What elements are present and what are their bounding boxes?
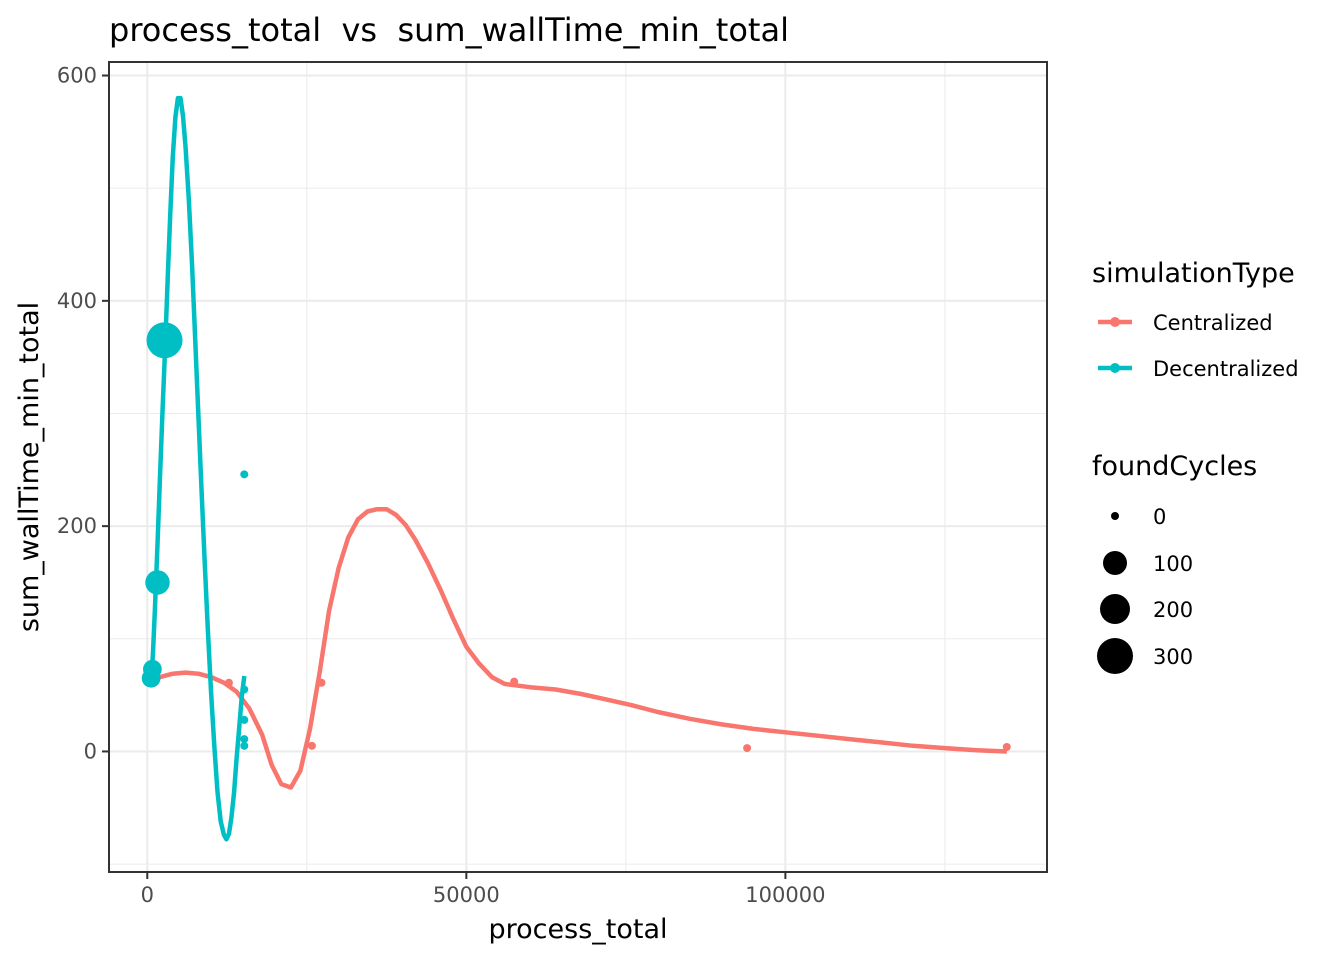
size-label-0: 0 xyxy=(1153,505,1166,529)
smooth-line-centralized xyxy=(146,506,1007,790)
legend-key-dot xyxy=(1110,317,1120,327)
y-tick-label: 0 xyxy=(84,739,97,763)
size-legend-entry-300: 300 xyxy=(1097,638,1193,674)
data-point-centralized xyxy=(307,741,316,750)
plot-background xyxy=(109,62,1047,872)
y-tick-label: 600 xyxy=(57,64,97,88)
y-tick-label: 200 xyxy=(57,514,97,538)
legend-label-centralized: Centralized xyxy=(1153,311,1273,335)
data-point-centralized xyxy=(743,744,752,753)
smooth-line-decentralized xyxy=(148,95,247,842)
size-legend: foundCycles 0 100 200 300 xyxy=(1092,451,1257,674)
data-point-decentralized xyxy=(240,735,249,744)
size-label-300: 300 xyxy=(1153,645,1193,669)
x-tick-label: 50000 xyxy=(433,883,500,907)
smooth-lines xyxy=(146,95,1007,842)
size-key-200 xyxy=(1100,594,1130,624)
color-legend: simulationType Centralized Decentralized xyxy=(1092,258,1299,381)
x-axis-label: process_total xyxy=(489,914,668,945)
data-point-centralized xyxy=(1002,742,1011,751)
data-point-decentralized xyxy=(240,715,249,724)
size-legend-entry-0: 0 xyxy=(1111,505,1166,529)
data-points xyxy=(141,322,1011,753)
data-point-centralized xyxy=(317,678,326,687)
legend-key-dot xyxy=(1110,363,1120,373)
data-point-decentralized xyxy=(240,741,249,750)
color-legend-title: simulationType xyxy=(1092,258,1295,289)
y-tick-label: 400 xyxy=(57,289,97,313)
data-point-decentralized xyxy=(240,685,249,694)
legend-label-decentralized: Decentralized xyxy=(1153,357,1299,381)
size-key-0 xyxy=(1111,512,1119,520)
x-axis: 0 50000 100000 xyxy=(141,872,825,907)
size-label-100: 100 xyxy=(1153,552,1193,576)
legend-entry-centralized: Centralized xyxy=(1098,311,1273,335)
chart-title: process_total vs sum_wallTime_min_total xyxy=(109,11,789,49)
size-legend-entry-100: 100 xyxy=(1103,551,1193,576)
y-axis-label: sum_wallTime_min_total xyxy=(14,302,45,632)
size-label-200: 200 xyxy=(1153,598,1193,622)
legend-entry-decentralized: Decentralized xyxy=(1098,357,1299,381)
size-key-100 xyxy=(1103,551,1127,575)
plot-panel-border xyxy=(108,61,1048,873)
y-axis: 0 200 400 600 xyxy=(57,64,109,763)
size-legend-entry-200: 200 xyxy=(1100,594,1193,624)
minor-gridlines xyxy=(109,62,1047,872)
x-tick-label: 100000 xyxy=(745,883,825,907)
size-key-300 xyxy=(1097,638,1133,674)
data-point-decentralized xyxy=(146,322,183,359)
data-point-decentralized xyxy=(145,570,170,595)
data-point-decentralized xyxy=(240,470,249,479)
size-legend-title: foundCycles xyxy=(1092,451,1257,482)
data-point-centralized xyxy=(224,678,233,687)
data-point-centralized xyxy=(510,677,519,686)
x-tick-label: 0 xyxy=(141,883,154,907)
data-point-decentralized xyxy=(143,659,162,679)
